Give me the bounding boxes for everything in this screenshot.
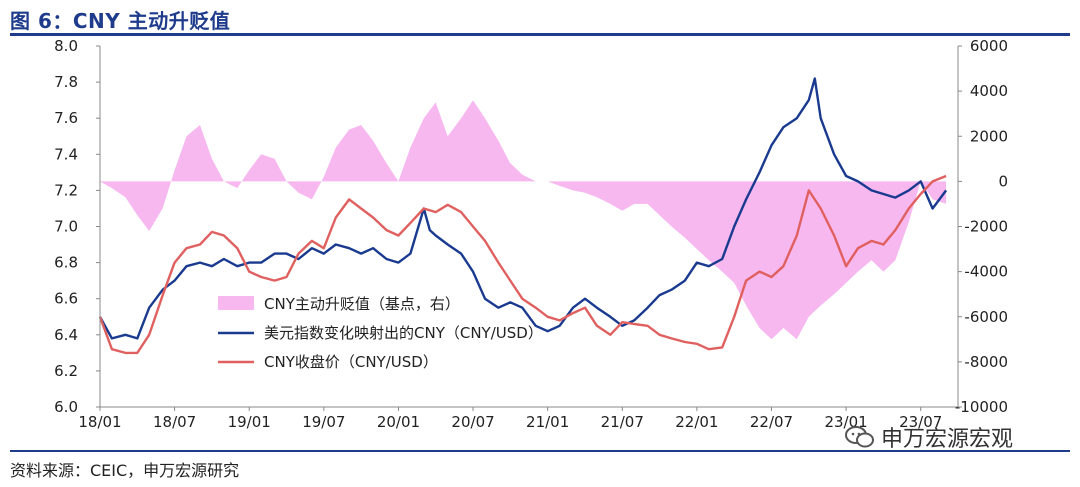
line-series-layer [98,77,948,355]
x-tick-label: 18/01 [78,413,121,431]
legend-label: 美元指数变化映射出的CNY（CNY/USD） [264,324,543,342]
wechat-icon [845,426,874,448]
x-tick-label: 20/07 [451,413,494,431]
x-tick-label: 21/07 [601,413,644,431]
right-tick-label: -2000 [964,218,1008,236]
x-tick-label: 21/01 [526,413,569,431]
right-tick-label: -8000 [964,353,1008,371]
line-series-cny-close [98,174,947,355]
area-series-layer [100,100,947,340]
left-tick-label: 6.6 [54,290,78,308]
watermark: 申万宏源宏观 [845,421,1013,453]
left-tick-label: 6.8 [54,254,78,272]
legend-swatch-area [218,296,254,310]
left-tick-label: 6.4 [54,326,78,344]
x-tick-label: 19/01 [228,413,271,431]
right-tick-label: 6000 [970,37,1008,55]
figure-title: 图 6：CNY 主动升贬值 [10,9,231,33]
right-tick-label: 4000 [970,82,1008,100]
legend-label: CNY主动升贬值（基点，右） [264,295,460,313]
right-tick-label: -4000 [964,263,1008,281]
left-tick-label: 7.2 [54,181,78,199]
watermark-text: 申万宏源宏观 [881,427,1014,452]
left-tick-label: 7.0 [54,218,78,236]
right-tick-label: 2000 [970,127,1008,145]
legend: CNY主动升贬值（基点，右） 美元指数变化映射出的CNY（CNY/USD） CNY收… [218,295,543,371]
left-tick-label: 7.4 [54,145,78,163]
area-series-cny-active [100,100,947,340]
right-tick-label: 0 [998,172,1008,190]
x-tick-label: 22/01 [675,413,718,431]
footer-divider [10,450,1070,452]
left-tick-label: 6.2 [54,362,78,380]
x-tick-label: 22/07 [750,413,793,431]
legend-label: CNY收盘价（CNY/USD） [264,353,438,371]
source-note: 资料来源：CEIC，申万宏源研究 [10,461,240,480]
right-tick-label: -6000 [964,308,1008,326]
x-tick-label: 18/07 [153,413,196,431]
left-tick-label: 7.8 [54,73,78,91]
x-tick-label: 23/07 [899,413,942,431]
x-tick-label: 20/01 [377,413,420,431]
left-tick-label: 7.6 [54,109,78,127]
axes-layer: 6.0 6.2 6.4 6.6 6.8 7.0 7.2 7.4 7.6 7.8 8.0 -10000 -… [54,37,1008,431]
chart-canvas: 6.0 6.2 6.4 6.6 6.8 7.0 7.2 7.4 7.6 7.8 8.0 -10000 -… [54,37,1008,431]
x-tick-label: 19/07 [302,413,345,431]
left-tick-label: 6.0 [54,398,78,416]
left-tick-label: 8.0 [54,37,78,55]
right-tick-label: -10000 [955,398,1008,416]
title-divider [10,33,1070,36]
